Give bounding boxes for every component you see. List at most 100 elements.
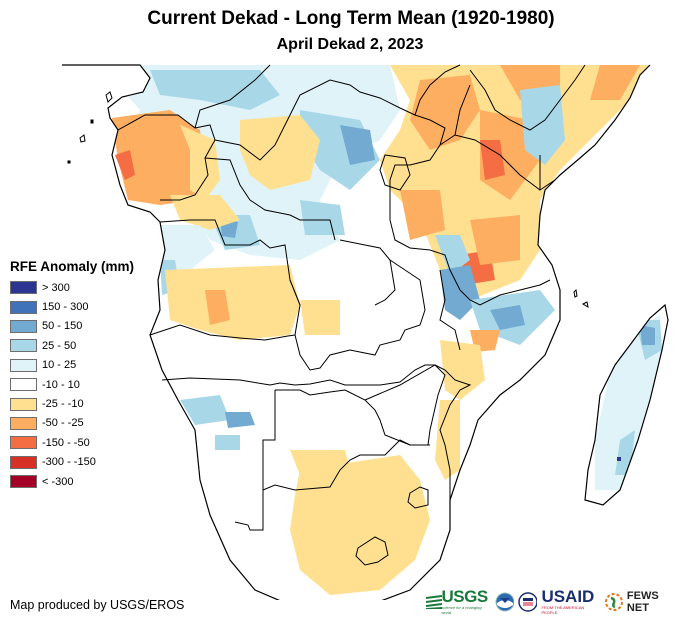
legend-swatch (10, 281, 37, 295)
border (289, 259, 426, 371)
anomaly-area (300, 200, 345, 235)
legend-swatch (10, 339, 37, 353)
border (439, 134, 541, 191)
legend-item: -50 - -25 (10, 414, 134, 433)
legend-item: 50 - 150 (10, 317, 134, 336)
legend-label: -25 - -10 (42, 398, 84, 411)
border (159, 219, 301, 306)
legend-title: RFE Anomaly (mm) (10, 259, 135, 274)
usaid-logo: USAID FROM THE AMERICAN PEOPLE (541, 588, 599, 615)
map-title: Current Dekad - Long Term Mean (1920-198… (147, 8, 555, 29)
island (67, 160, 71, 164)
eswatini-border (407, 486, 429, 509)
border (161, 364, 435, 386)
usgs-wave-icon (426, 594, 442, 609)
legend-item: < -300 (10, 472, 134, 491)
border (339, 239, 396, 306)
map-subtitle: April Dekad 2, 2023 (276, 36, 424, 53)
anomaly-area (410, 75, 480, 150)
anomaly-area (480, 140, 505, 180)
border (539, 155, 556, 191)
legend-item: > 300 (10, 278, 134, 297)
anomaly-area (115, 150, 135, 180)
anomaly-cell (617, 457, 621, 461)
border (434, 364, 472, 500)
lesotho-border (355, 536, 389, 566)
legend-item: -10 - 10 (10, 375, 134, 394)
legend-label: 50 - 150 (42, 320, 83, 333)
legend-label: -10 - 10 (42, 378, 80, 391)
anomaly-area (290, 455, 430, 595)
border (454, 84, 471, 136)
legend-item: -25 - -10 (10, 394, 134, 413)
legend-label: > 300 (42, 281, 70, 294)
anomaly-area (290, 450, 350, 475)
legend-swatch (10, 416, 37, 430)
anomaly-area (165, 265, 300, 340)
noaa-logo-icon (495, 592, 515, 611)
fews-globe-icon (604, 592, 623, 611)
legend-label: 10 - 25 (42, 359, 77, 372)
border (204, 157, 336, 241)
island (573, 288, 578, 298)
anomaly-area (180, 125, 220, 200)
legend-label: -300 - -150 (42, 456, 96, 469)
legend-swatch (10, 436, 37, 450)
anomaly-area (590, 65, 640, 100)
anomaly-area (300, 300, 340, 335)
legend-swatch (10, 378, 37, 392)
border (275, 389, 430, 446)
usaid-tagline: FROM THE AMERICAN PEOPLE (541, 605, 585, 615)
usaid-seal-icon (518, 591, 538, 612)
country-borders (117, 64, 586, 566)
anomaly-area (435, 400, 460, 480)
legend-item: 25 - 50 (10, 336, 134, 355)
anomaly-area (520, 85, 565, 165)
anomaly-area (440, 265, 480, 320)
legend-item: -300 - -150 (10, 453, 134, 472)
africa-coastline (62, 64, 651, 600)
anomaly-area (640, 325, 655, 345)
islands (67, 91, 589, 309)
legend-swatch (10, 300, 37, 314)
anomaly-layer (62, 65, 662, 595)
rainfall-anomaly-map (62, 64, 669, 600)
border (149, 324, 296, 341)
island (581, 301, 589, 309)
legend-swatch (10, 397, 37, 411)
legend-item: 150 - 300 (10, 297, 134, 316)
anomaly-area (150, 225, 215, 270)
anomaly-area (225, 412, 255, 428)
usgs-tagline: science for a changing world (441, 605, 482, 615)
legend-item: -150 - -50 (10, 433, 134, 452)
anomaly-area (490, 305, 525, 330)
legend-item: 10 - 25 (10, 356, 134, 375)
anomaly-area (240, 115, 320, 190)
border (459, 279, 551, 306)
credit-text: Map produced by USGS/EROS (10, 598, 185, 612)
border (364, 364, 446, 446)
anomaly-area (112, 110, 205, 205)
anomaly-area (180, 395, 230, 425)
fews-net-text: FEWS NET (626, 589, 659, 614)
anomaly-area (435, 235, 470, 275)
anomaly-area (440, 340, 485, 400)
anomaly-area (400, 190, 445, 240)
border (214, 64, 461, 161)
usgs-logo: USGS science for a changing world (426, 588, 491, 615)
legend: RFE Anomaly (mm) > 300 150 - 300 50 - 150 2… (10, 259, 134, 491)
border (194, 64, 271, 129)
usaid-text: USAID (541, 587, 595, 606)
legend-label: -150 - -50 (42, 436, 90, 449)
legend-label: 150 - 300 (42, 301, 89, 314)
anomaly-area (205, 290, 230, 325)
legend-swatch (10, 358, 37, 372)
usgs-text: USGS (441, 587, 489, 606)
madagascar-coastline (584, 303, 669, 506)
legend-swatch (10, 319, 37, 333)
border (379, 154, 411, 191)
legend-label: -50 - -25 (42, 417, 84, 430)
anomaly-area (340, 125, 375, 165)
legend-label: 25 - 50 (42, 339, 77, 352)
anomaly-area (62, 65, 120, 92)
